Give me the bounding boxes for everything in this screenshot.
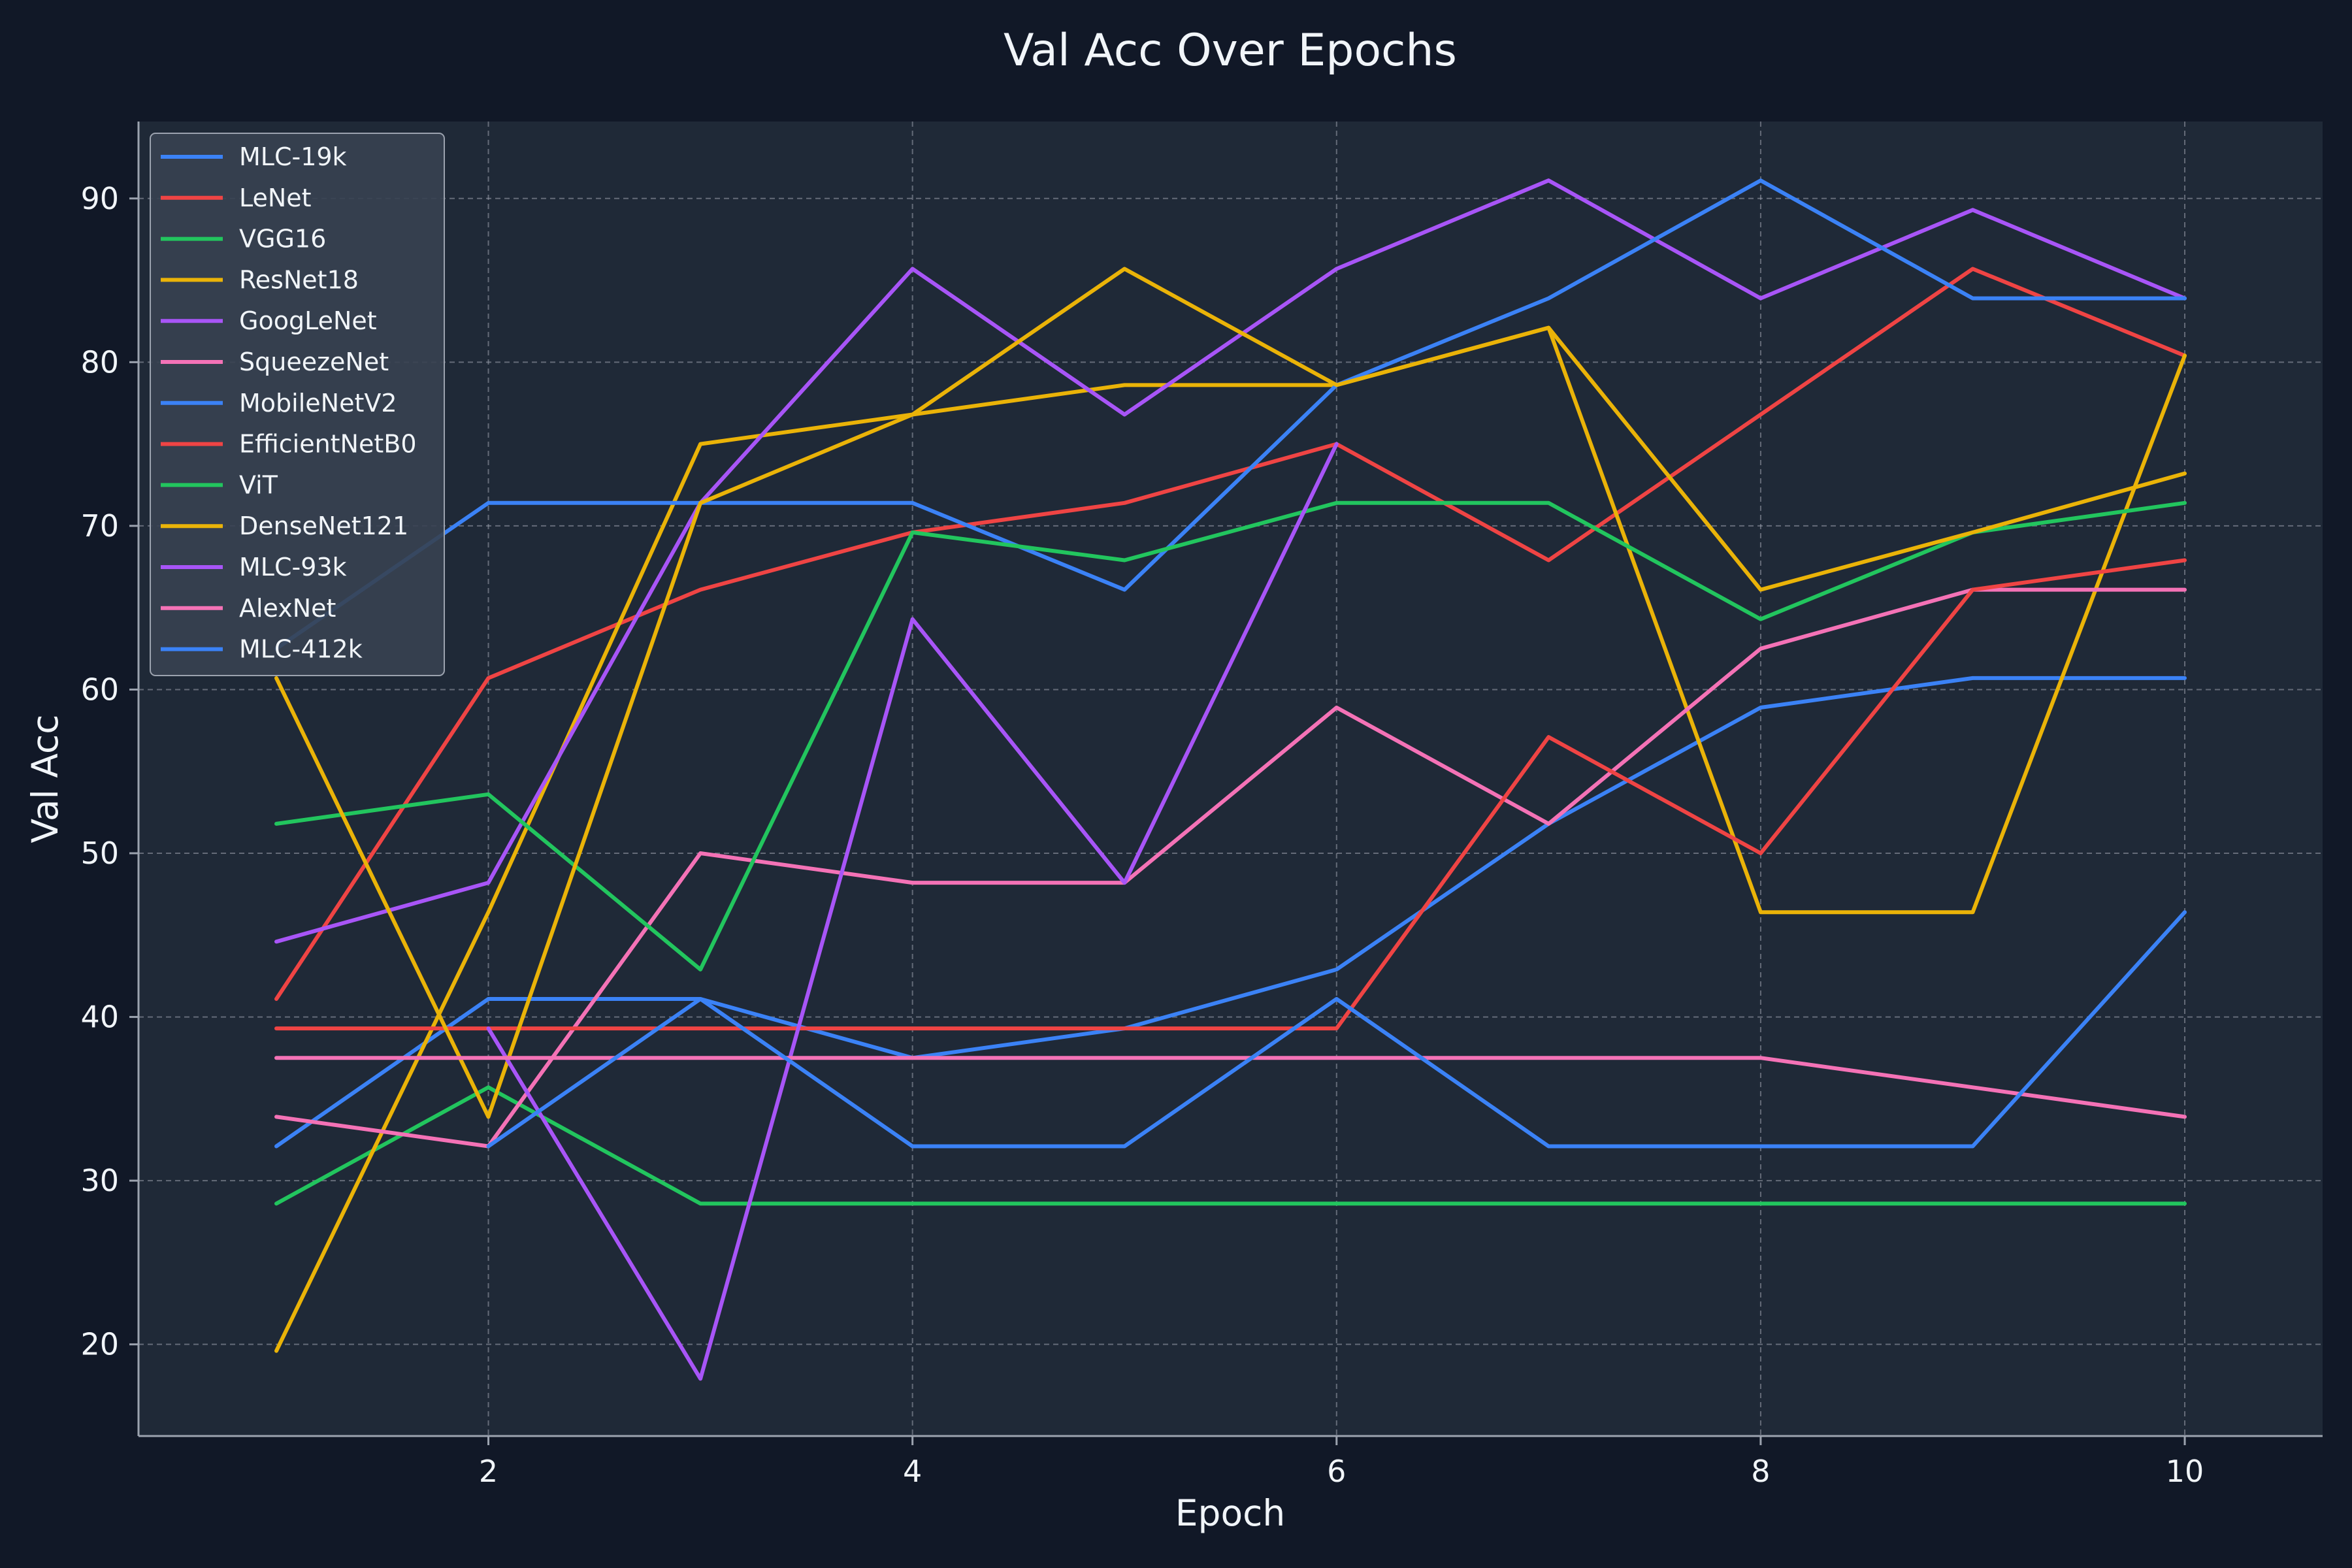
y-tick-label: 20 <box>80 1327 119 1362</box>
series-line-mlc-93k <box>486 442 1339 1381</box>
series-lines <box>274 178 2187 1381</box>
legend-box <box>150 133 445 676</box>
series-line-densenet121 <box>274 267 2187 1119</box>
y-tick-label: 30 <box>80 1163 119 1198</box>
series-line-resnet18 <box>274 325 2187 1353</box>
y-tick-label: 80 <box>80 344 119 380</box>
x-tick-label: 6 <box>1327 1454 1346 1489</box>
y-tick-label: 40 <box>80 1000 119 1035</box>
legend-label-vgg16: VGG16 <box>239 225 326 253</box>
series-line-lenet <box>274 267 2187 1001</box>
series-line-squeezenet <box>274 587 2187 1149</box>
legend: MLC-19k LeNet VGG16 ResNet18 GoogLeNet Squeez… <box>150 133 445 676</box>
x-tick-label: 4 <box>903 1454 922 1489</box>
axes <box>137 122 2323 1437</box>
plot-area <box>139 122 2323 1436</box>
y-axis-ticks: 20 30 40 50 60 70 80 90 <box>80 181 139 1362</box>
series-line-efficientnetb0 <box>274 558 2187 1031</box>
x-tick-label: 2 <box>479 1454 498 1489</box>
series-line-googlenet <box>274 178 2187 944</box>
y-tick-label: 60 <box>80 672 119 707</box>
y-tick-label: 90 <box>80 181 119 216</box>
grid-lines <box>139 122 2323 1436</box>
x-tick-label: 10 <box>2166 1454 2204 1489</box>
series-line-mobilenetv2 <box>274 178 2187 651</box>
legend-label-efficientnetb0: EfficientNetB0 <box>239 430 417 459</box>
x-axis-label: Epoch <box>1175 1492 1285 1534</box>
series-line-alexnet <box>274 1056 2187 1119</box>
legend-label-alexnet: AlexNet <box>239 594 336 623</box>
legend-label-mobilenetv2: MobileNetV2 <box>239 389 397 417</box>
y-tick-label: 70 <box>80 508 119 544</box>
chart-title: Val Acc Over Epochs <box>1004 25 1457 76</box>
legend-label-googlenet: GoogLeNet <box>239 306 377 335</box>
series-line-vit <box>274 500 2187 972</box>
legend-label-mlc-412k: MLC-412k <box>239 635 363 664</box>
legend-label-densenet121: DenseNet121 <box>239 512 408 540</box>
x-axis-ticks: 2 4 6 8 10 <box>479 1436 2204 1489</box>
legend-label-resnet18: ResNet18 <box>239 265 359 294</box>
legend-label-mlc-19k: MLC-19k <box>239 142 347 171</box>
series-line-vgg16 <box>274 1085 2187 1206</box>
legend-label-squeezenet: SqueezeNet <box>239 348 389 376</box>
y-tick-label: 50 <box>80 836 119 871</box>
series-line-mlc-412k <box>486 910 2187 1149</box>
legend-label-lenet: LeNet <box>239 184 312 212</box>
y-axis-label: Val Acc <box>24 715 66 843</box>
legend-label-vit: ViT <box>239 470 278 499</box>
legend-label-mlc-93k: MLC-93k <box>239 553 347 581</box>
x-tick-label: 8 <box>1751 1454 1770 1489</box>
